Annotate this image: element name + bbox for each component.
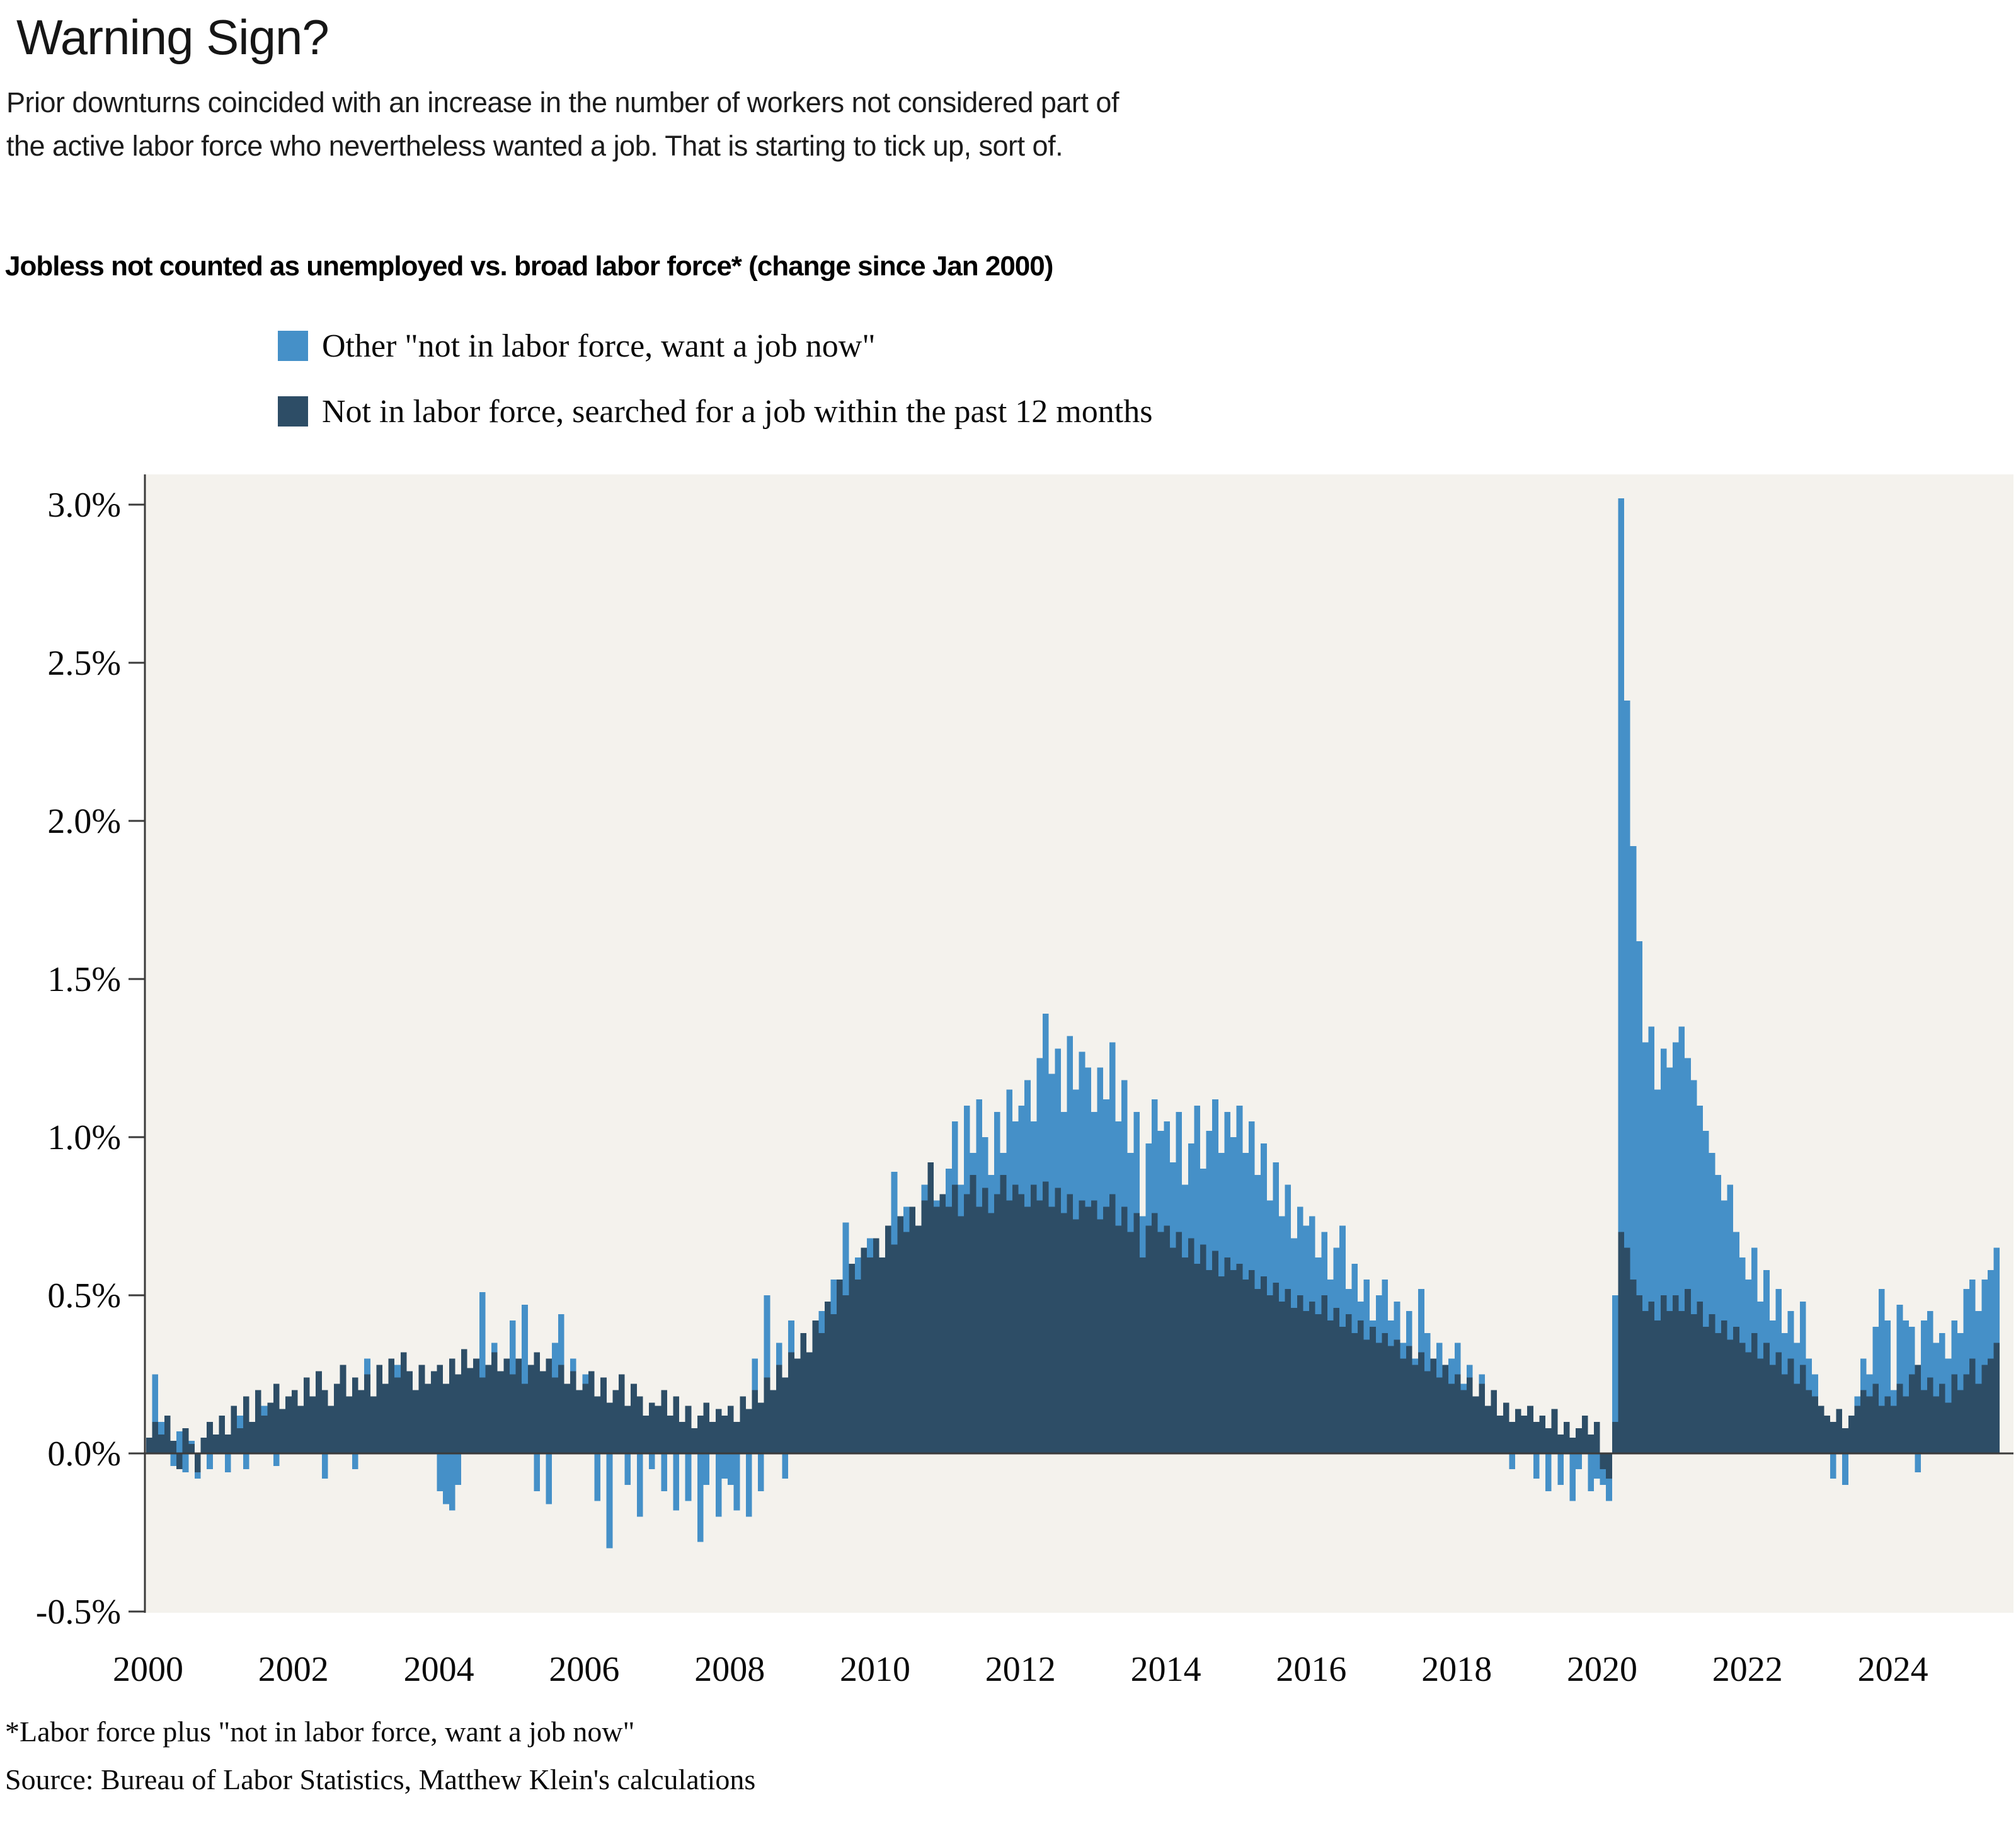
page-subtitle: Prior downturns coincided with an increa… <box>6 86 1119 162</box>
svg-text:3.0%: 3.0% <box>47 486 121 525</box>
svg-text:2000: 2000 <box>113 1650 183 1689</box>
legend-label: Not in labor force, searched for a job w… <box>322 393 1153 430</box>
svg-text:0.5%: 0.5% <box>47 1276 121 1315</box>
svg-text:2.5%: 2.5% <box>47 644 121 683</box>
legend-swatch-icon <box>278 331 308 361</box>
svg-text:2010: 2010 <box>840 1650 910 1689</box>
svg-text:2012: 2012 <box>985 1650 1056 1689</box>
svg-text:1.0%: 1.0% <box>47 1118 121 1157</box>
source-credit: Source: Bureau of Labor Statistics, Matt… <box>5 1763 756 1796</box>
legend-item: Not in labor force, searched for a job w… <box>278 393 1152 430</box>
x-axis-labels: 2000 2002 2004 2006 2008 2010 2012 2014 2016 2018… <box>113 1650 1928 1689</box>
svg-text:0.0%: 0.0% <box>47 1435 121 1474</box>
legend: Other "not in labor force, want a job no… <box>278 328 1152 459</box>
svg-text:2016: 2016 <box>1276 1650 1346 1689</box>
footnote: *Labor force plus "not in labor force, w… <box>5 1715 635 1748</box>
svg-text:2018: 2018 <box>1421 1650 1492 1689</box>
svg-text:2014: 2014 <box>1131 1650 1201 1689</box>
svg-text:2008: 2008 <box>694 1650 765 1689</box>
y-axis-labels: 3.0% 2.5% 2.0% 1.5% 1.0% 0.5% 0.0% -0.5% <box>36 486 121 1632</box>
svg-text:2.0%: 2.0% <box>47 802 121 841</box>
svg-text:2022: 2022 <box>1712 1650 1783 1689</box>
chart-heading: Jobless not counted as unemployed vs. br… <box>5 251 1053 282</box>
svg-text:2002: 2002 <box>258 1650 329 1689</box>
legend-swatch-icon <box>278 396 308 427</box>
legend-item: Other "not in labor force, want a job no… <box>278 328 1152 364</box>
bars-nilf-searched-12mo <box>146 1162 2000 1479</box>
svg-text:1.5%: 1.5% <box>47 960 121 999</box>
svg-text:2006: 2006 <box>549 1650 619 1689</box>
svg-text:2020: 2020 <box>1567 1650 1637 1689</box>
page-title: Warning Sign? <box>16 9 329 65</box>
legend-label: Other "not in labor force, want a job no… <box>322 328 876 364</box>
svg-text:-0.5%: -0.5% <box>36 1593 121 1632</box>
svg-text:2004: 2004 <box>404 1650 474 1689</box>
svg-text:2024: 2024 <box>1858 1650 1928 1689</box>
axes <box>129 474 2013 1613</box>
